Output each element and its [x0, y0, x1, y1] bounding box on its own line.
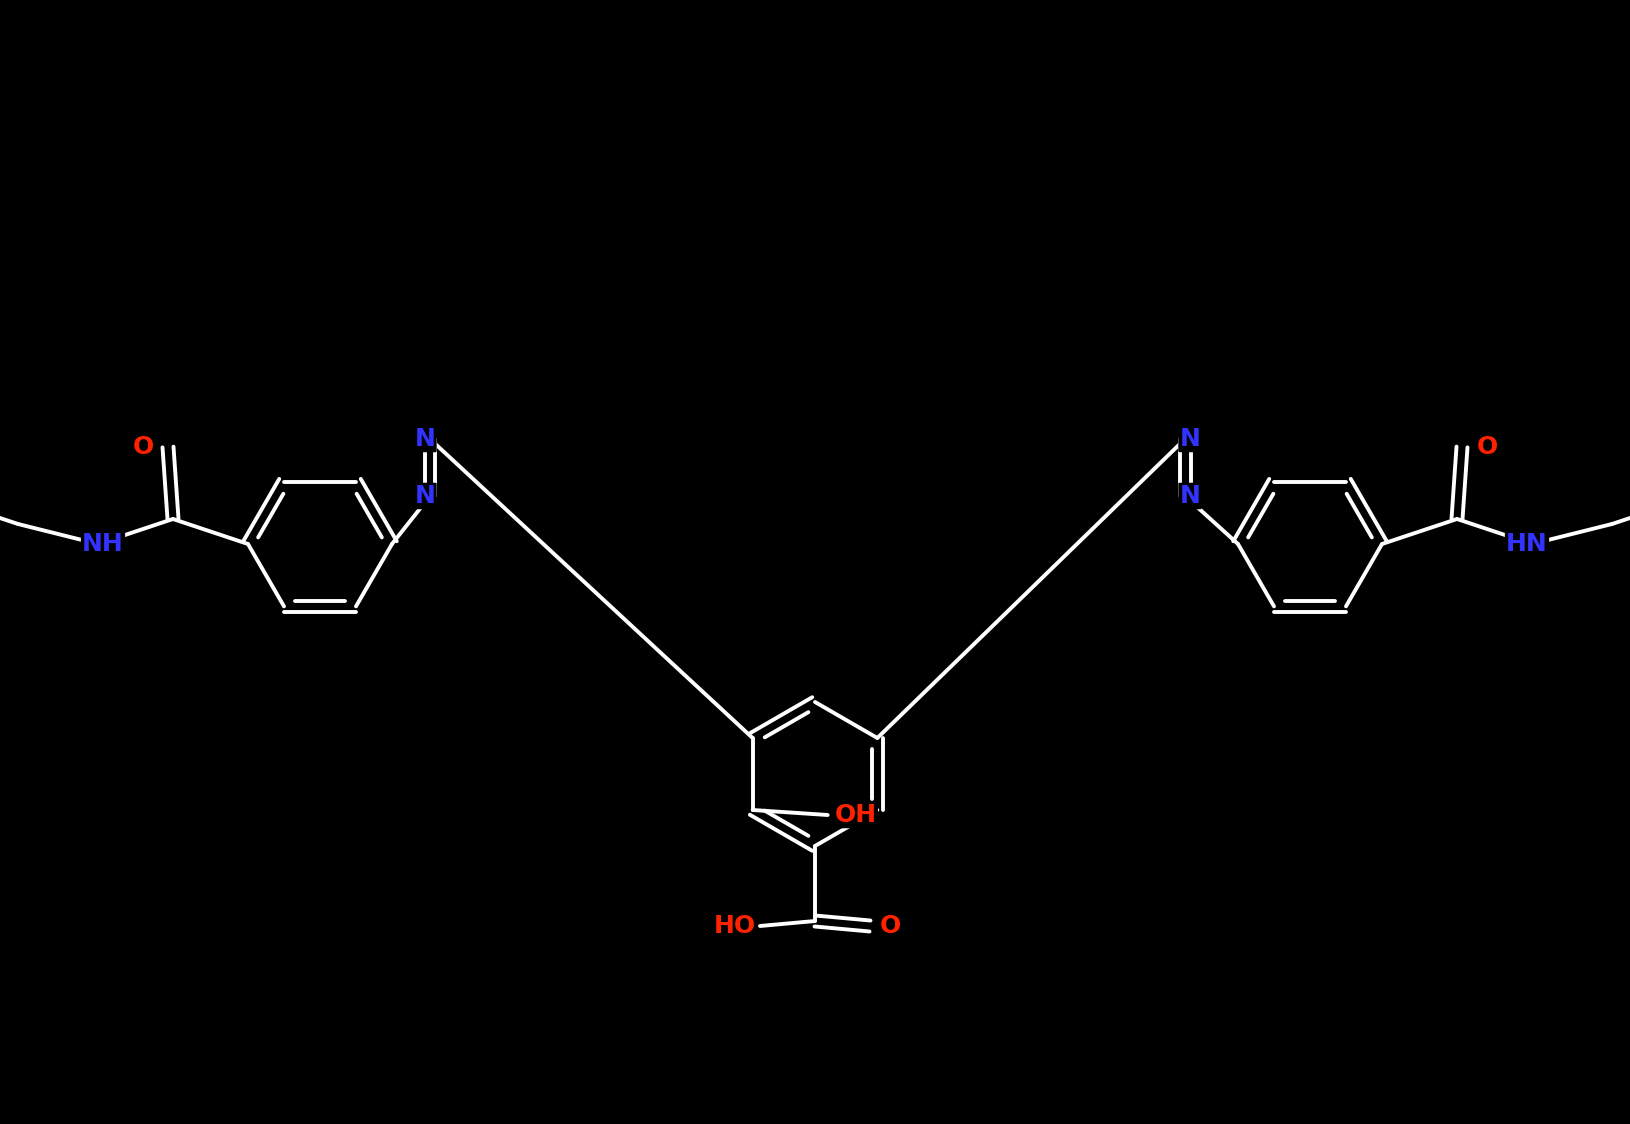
- Text: N: N: [1180, 484, 1200, 508]
- Text: OH: OH: [835, 803, 877, 827]
- Text: O: O: [1477, 435, 1498, 459]
- Text: N: N: [414, 484, 435, 508]
- Text: HN: HN: [1506, 532, 1548, 556]
- Text: HO: HO: [714, 914, 756, 939]
- Text: O: O: [879, 914, 901, 939]
- Text: NH: NH: [82, 532, 124, 556]
- Text: N: N: [414, 427, 435, 451]
- Text: N: N: [1180, 427, 1200, 451]
- Text: O: O: [132, 435, 153, 459]
